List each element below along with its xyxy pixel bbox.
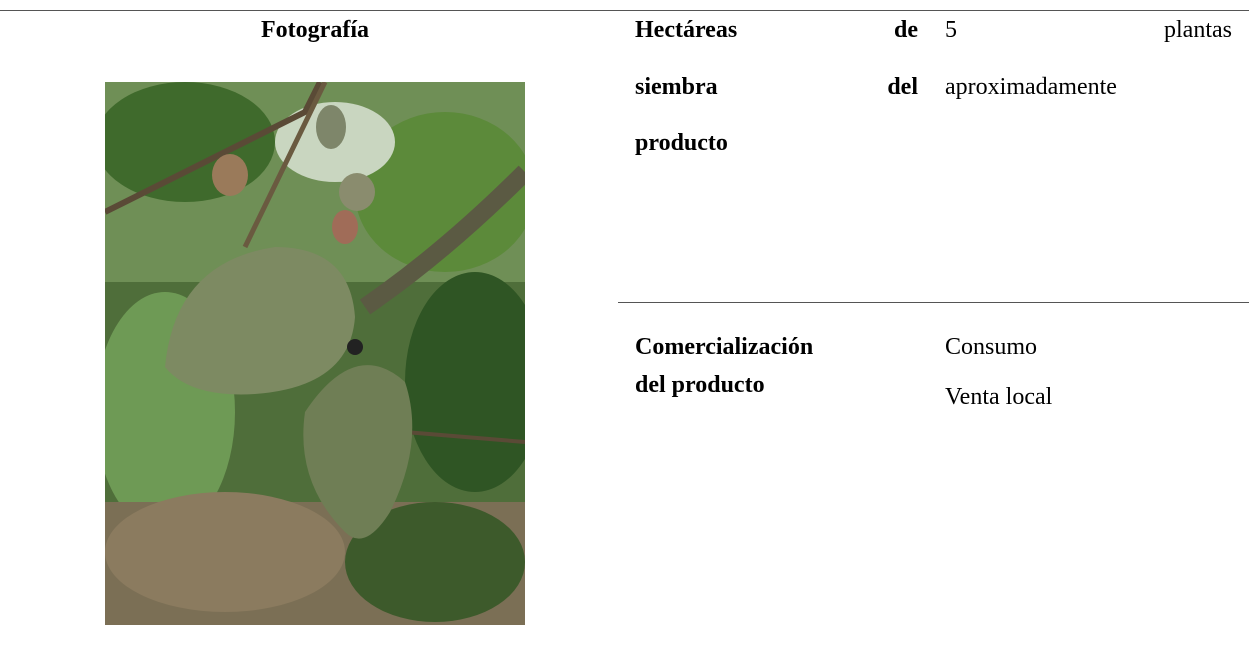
row-value-line: aproximadamente (945, 74, 1117, 100)
row-value-line: Consumo (945, 334, 1038, 360)
row-label-line: Hectáreas de (635, 17, 918, 43)
row-rule (618, 302, 1249, 303)
row-label-line: Comercialización (635, 334, 814, 360)
row-value-line: Venta local (945, 384, 1053, 410)
row-value-line: 5 plantas (945, 17, 1232, 43)
photo (105, 82, 525, 625)
photo-header: Fotografía (261, 17, 369, 43)
row-label-line: producto (635, 130, 728, 156)
row-label-line: siembra del (635, 74, 918, 100)
top-rule (0, 10, 1249, 11)
row-label-line: del producto (635, 372, 765, 398)
